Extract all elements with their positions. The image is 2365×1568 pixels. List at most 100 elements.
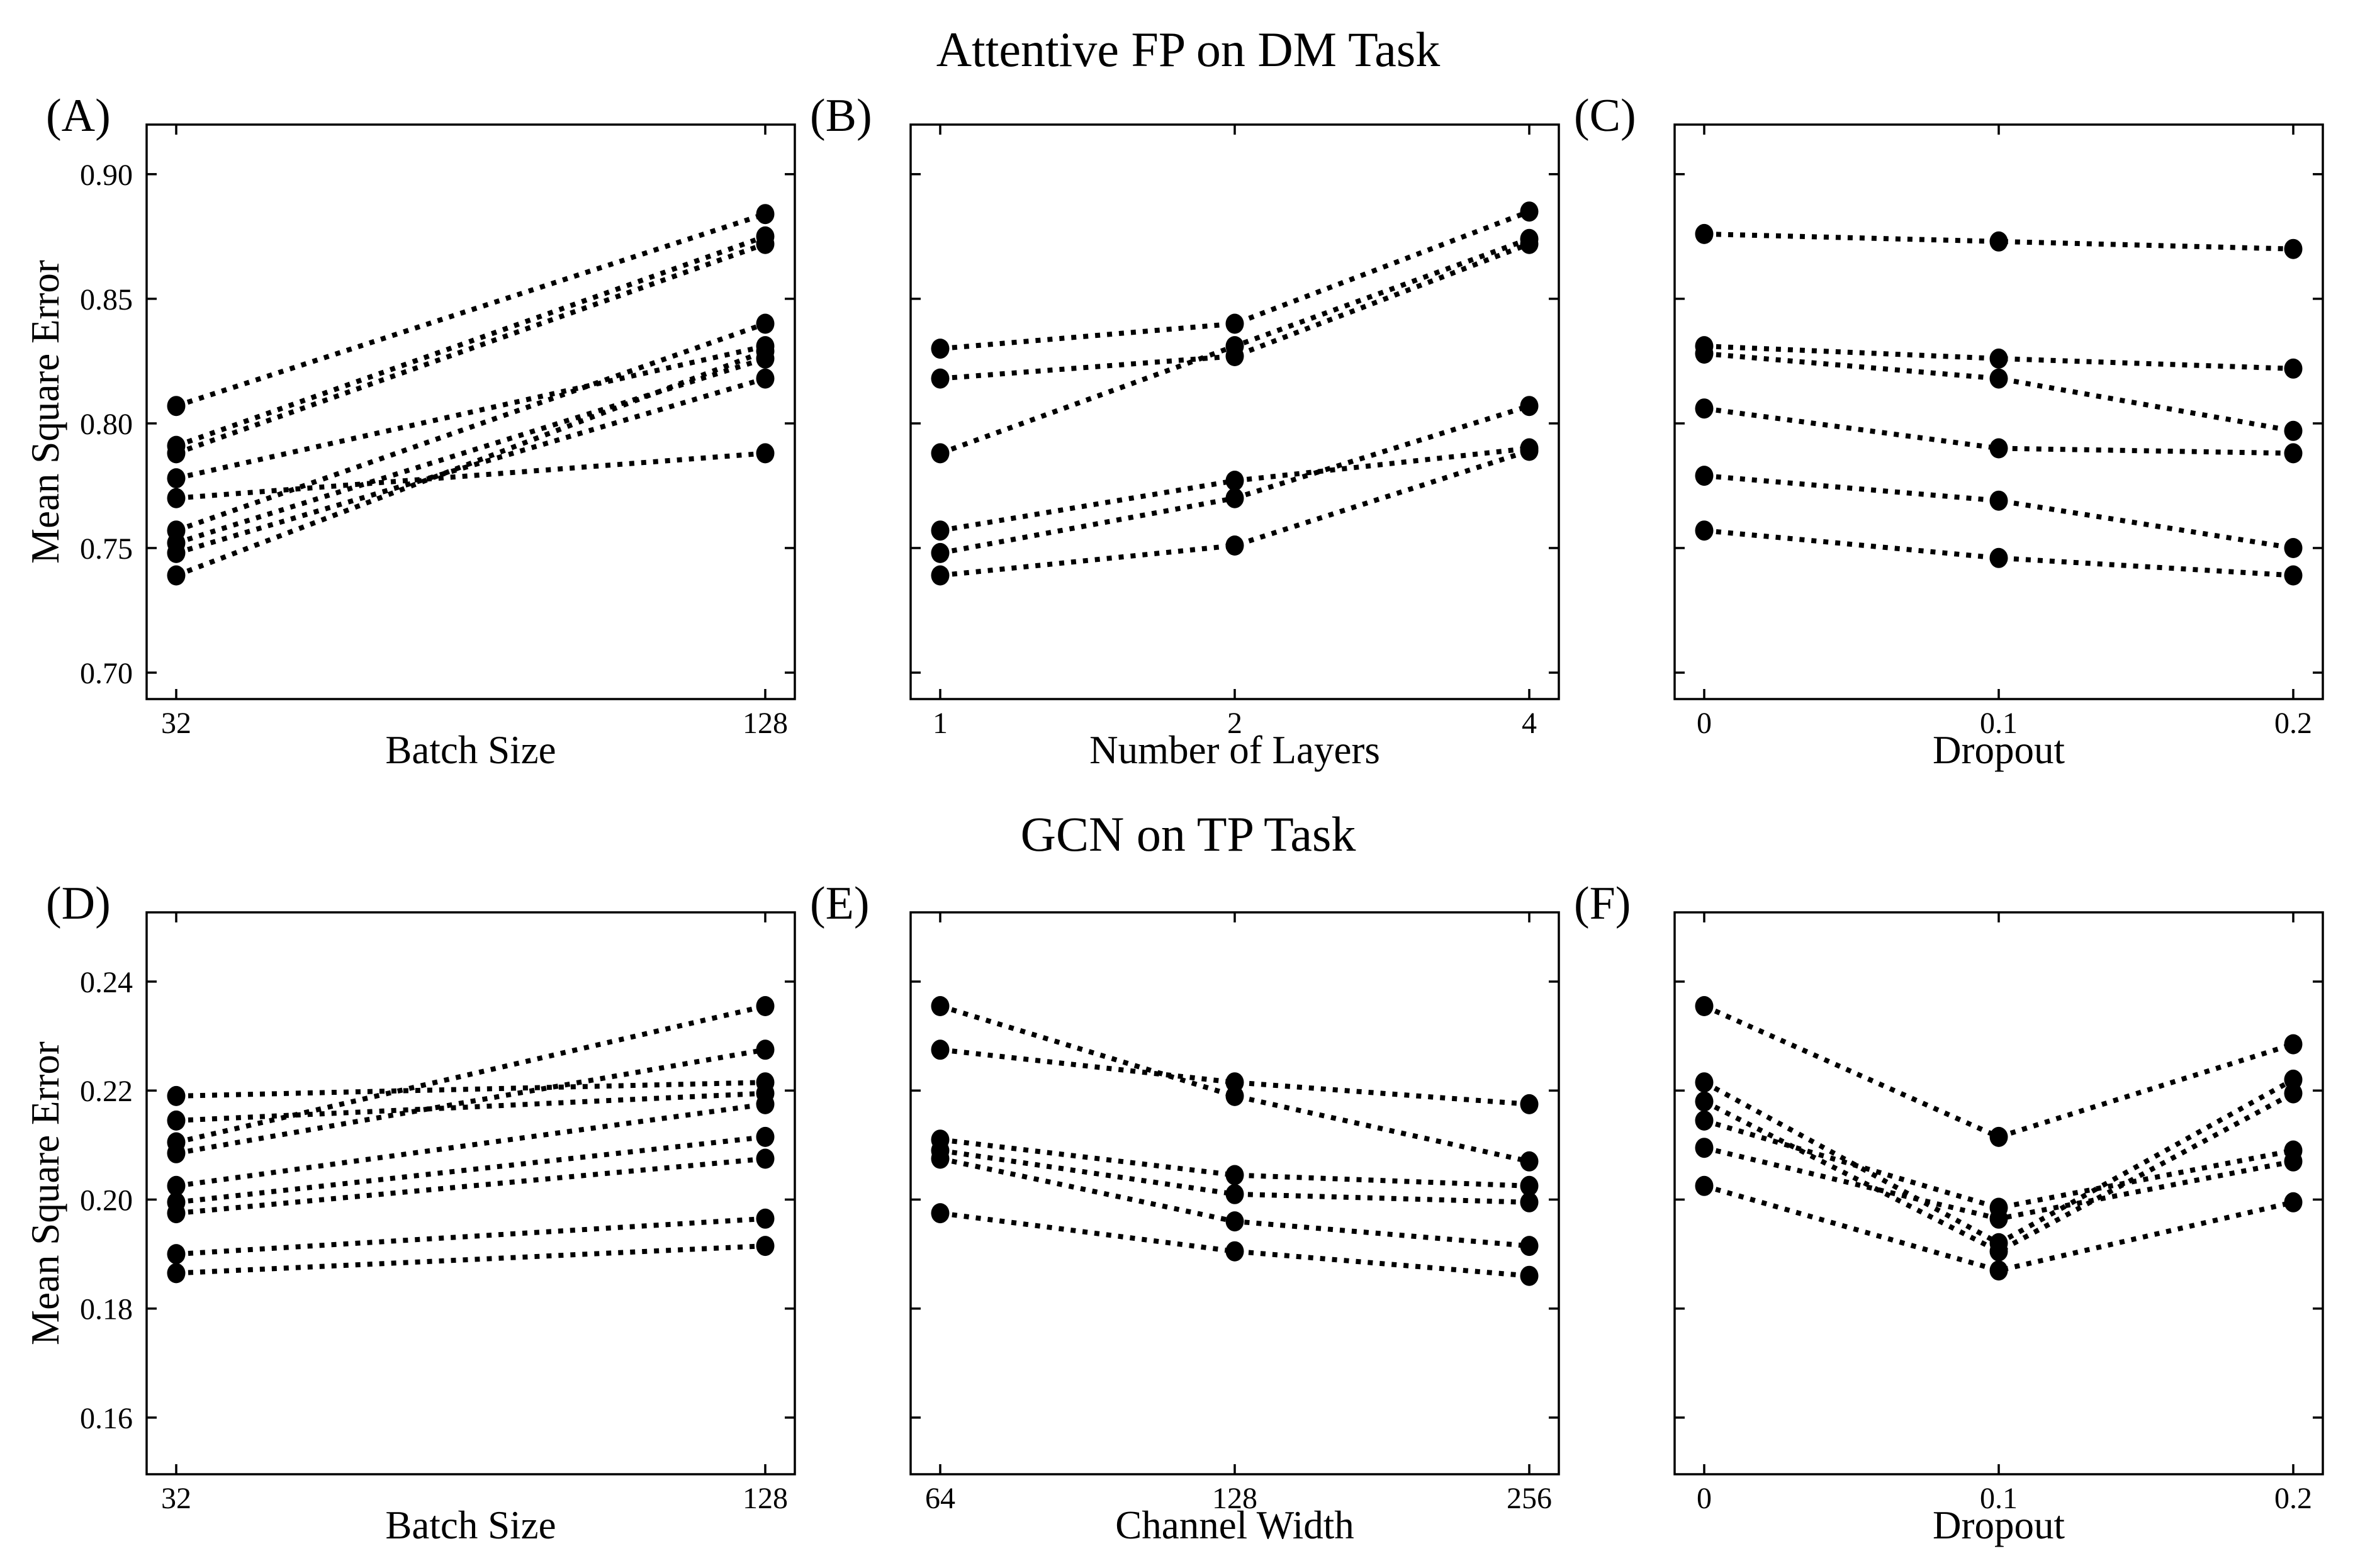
panel-label: (F) bbox=[1574, 878, 1631, 929]
data-point bbox=[756, 996, 775, 1016]
data-point bbox=[167, 468, 186, 489]
data-point bbox=[756, 204, 775, 225]
data-point bbox=[1225, 488, 1244, 508]
panel-label: (B) bbox=[810, 90, 872, 142]
data-point bbox=[756, 1208, 775, 1229]
panel-a: (A) 0.70 0.75 0.80 0.85 0.90 32 128 Batch Size Me… bbox=[23, 90, 796, 772]
series-line bbox=[1703, 1091, 2295, 1255]
x-tick-label: 4 bbox=[1522, 707, 1537, 740]
data-point bbox=[167, 565, 186, 586]
data-point bbox=[1989, 368, 2008, 389]
panel-f: (F) 0 0.1 0.2 Dropout bbox=[1574, 878, 2324, 1547]
data-point bbox=[931, 1039, 950, 1060]
data-point bbox=[931, 520, 950, 541]
data-point bbox=[756, 368, 775, 389]
data-point bbox=[1225, 1241, 1244, 1262]
data-point bbox=[1225, 1165, 1244, 1185]
data-point bbox=[756, 1126, 775, 1147]
series-line bbox=[176, 1004, 766, 1145]
plot-series bbox=[931, 996, 1539, 1286]
data-point bbox=[1520, 440, 1539, 461]
series-line bbox=[176, 451, 766, 501]
x-axis-label: Channel Width bbox=[1115, 1503, 1354, 1547]
series-line bbox=[940, 448, 1531, 578]
x-tick-label: 0.1 bbox=[1980, 1482, 2018, 1515]
data-point bbox=[2284, 420, 2303, 441]
series-line bbox=[940, 1211, 1530, 1279]
data-point bbox=[167, 1203, 186, 1224]
x-tick-label: 0 bbox=[1697, 1482, 1712, 1515]
data-point bbox=[1989, 490, 2008, 511]
data-point bbox=[1695, 1110, 1714, 1131]
data-point bbox=[1225, 313, 1244, 334]
data-point bbox=[931, 443, 950, 464]
x-tick-label: 0.2 bbox=[2274, 707, 2312, 740]
data-point bbox=[756, 233, 775, 254]
y-tick-label: 0.16 bbox=[80, 1402, 133, 1435]
row-title-2: GCN on TP Task bbox=[1021, 807, 1356, 861]
data-point bbox=[1520, 1175, 1539, 1196]
data-point bbox=[756, 443, 775, 464]
series-line bbox=[176, 1243, 766, 1276]
data-point bbox=[2284, 238, 2303, 259]
series-line bbox=[175, 241, 767, 456]
data-point bbox=[1989, 438, 2008, 459]
series-line bbox=[1704, 344, 2294, 371]
x-tick-label: 0 bbox=[1697, 707, 1712, 740]
data-point bbox=[1989, 1126, 2008, 1147]
x-axis-label: Batch Size bbox=[385, 728, 556, 772]
plot-series bbox=[167, 204, 775, 586]
data-point bbox=[931, 368, 950, 389]
data-point bbox=[756, 313, 775, 334]
y-tick-label: 0.80 bbox=[80, 408, 133, 441]
series-line bbox=[176, 1101, 766, 1189]
data-point bbox=[1989, 348, 2008, 369]
data-point bbox=[2284, 538, 2303, 558]
data-point bbox=[756, 1094, 775, 1114]
x-axis-label: Number of Layers bbox=[1089, 728, 1380, 772]
panel-label: (A) bbox=[46, 90, 111, 142]
data-point bbox=[931, 339, 950, 359]
data-point bbox=[167, 542, 186, 563]
data-point bbox=[1225, 1072, 1244, 1093]
data-point bbox=[1989, 231, 2008, 252]
y-axis-label: Mean Square Error bbox=[23, 260, 67, 564]
y-tick-label: 0.85 bbox=[80, 283, 133, 316]
series-line bbox=[176, 1134, 766, 1205]
series-line bbox=[940, 1148, 1530, 1205]
data-point bbox=[1225, 1211, 1244, 1232]
data-point bbox=[167, 1244, 186, 1265]
x-tick-label: 0.2 bbox=[2274, 1482, 2312, 1515]
x-axis-label: Dropout bbox=[1933, 728, 2065, 772]
x-tick-label: 256 bbox=[1507, 1482, 1552, 1515]
data-point bbox=[167, 1263, 186, 1284]
data-point bbox=[931, 1148, 950, 1169]
data-point bbox=[1520, 1094, 1539, 1114]
series-line bbox=[940, 241, 1531, 381]
data-point bbox=[167, 1175, 186, 1196]
data-point bbox=[756, 1148, 775, 1169]
series-line bbox=[176, 1090, 766, 1123]
series-line bbox=[176, 1216, 766, 1257]
data-point bbox=[1695, 520, 1714, 541]
plot-frame bbox=[145, 123, 796, 700]
data-point bbox=[1989, 1208, 2008, 1229]
y-tick-label: 0.90 bbox=[80, 159, 133, 192]
y-tick-label: 0.75 bbox=[80, 532, 133, 566]
data-point bbox=[1520, 228, 1539, 249]
series-line bbox=[1704, 406, 2294, 456]
series-line bbox=[940, 209, 1531, 352]
data-point bbox=[2284, 1192, 2303, 1212]
data-point bbox=[2284, 565, 2303, 586]
data-point bbox=[167, 488, 186, 508]
plot-series bbox=[1695, 996, 2303, 1281]
data-point bbox=[1520, 1265, 1539, 1286]
series-line bbox=[175, 356, 767, 546]
series-line bbox=[940, 1137, 1530, 1189]
data-point bbox=[1695, 1138, 1714, 1158]
data-point bbox=[2284, 358, 2303, 379]
y-tick-label: 0.22 bbox=[80, 1075, 133, 1108]
data-point bbox=[1520, 396, 1539, 417]
x-axis-label: Batch Size bbox=[385, 1503, 556, 1547]
series-line bbox=[940, 1047, 1530, 1107]
